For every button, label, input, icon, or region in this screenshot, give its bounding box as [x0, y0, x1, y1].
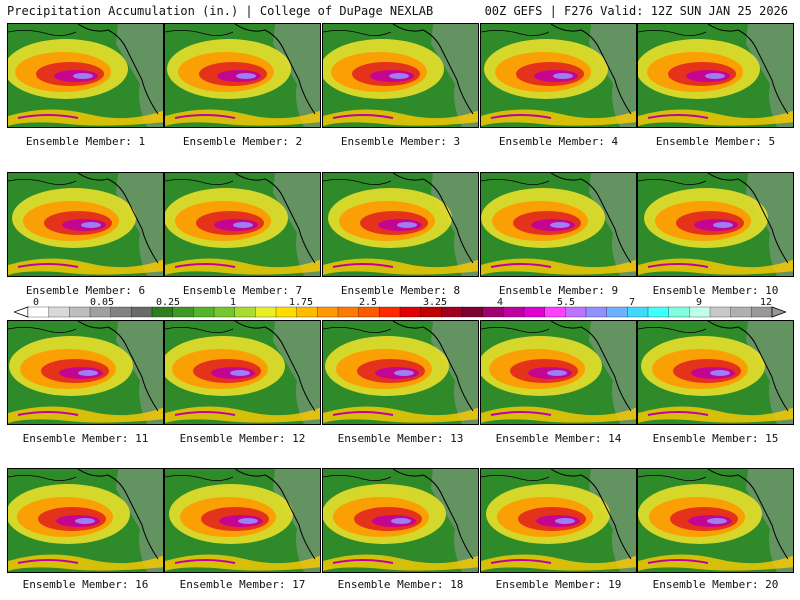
- colorbar-swatch: [730, 306, 752, 318]
- colorbar-swatch: [482, 306, 504, 318]
- colorbar-swatch: [399, 306, 422, 318]
- colorbar-tick-label: 3.25: [422, 297, 448, 308]
- member-caption-4: Ensemble Member: 4: [498, 135, 619, 148]
- colorbar-swatch: [606, 306, 628, 318]
- colorbar-swatch: [420, 306, 442, 318]
- colorbar-swatch: [503, 306, 525, 318]
- member-caption-5: Ensemble Member: 5: [655, 135, 776, 148]
- member-caption-16: Ensemble Member: 16: [22, 578, 149, 591]
- colorbar: 0 0.05 0.25 1 1.75 2.5 3.25 4 5.5 7 9 12: [14, 297, 786, 327]
- colorbar-swatch: [523, 306, 546, 318]
- colorbar-swatch: [627, 306, 649, 318]
- colorbar-swatch: [172, 306, 194, 318]
- member-caption-14: Ensemble Member: 14: [495, 432, 622, 445]
- colorbar-swatch: [48, 306, 70, 318]
- member-map-5: [637, 23, 794, 128]
- member-caption-11: Ensemble Member: 11: [22, 432, 149, 445]
- member-caption-20: Ensemble Member: 20: [652, 578, 779, 591]
- member-map-18: [322, 468, 479, 573]
- colorbar-tick-label: 5.5: [556, 297, 576, 308]
- colorbar-swatch: [131, 306, 153, 318]
- member-caption-13: Ensemble Member: 13: [337, 432, 464, 445]
- colorbar-tick-label: 4: [496, 297, 504, 308]
- colorbar-swatch: [317, 306, 339, 318]
- colorbar-swatch: [544, 306, 566, 318]
- member-caption-18: Ensemble Member: 18: [337, 578, 464, 591]
- colorbar-swatch: [668, 306, 690, 318]
- member-map-20: [637, 468, 794, 573]
- colorbar-swatch: [255, 306, 277, 318]
- colorbar-swatch: [358, 306, 380, 318]
- colorbar-swatch: [709, 306, 732, 318]
- member-map-15: [637, 320, 794, 425]
- header-title-left: Precipitation Accumulation (in.) | Colle…: [7, 4, 434, 18]
- member-map-17: [164, 468, 321, 573]
- colorbar-swatch: [234, 306, 256, 318]
- member-map-12: [164, 320, 321, 425]
- member-caption-12: Ensemble Member: 12: [179, 432, 306, 445]
- colorbar-tick-label: 1: [229, 297, 237, 308]
- member-caption-9: Ensemble Member: 9: [498, 284, 619, 297]
- member-map-14: [480, 320, 637, 425]
- member-map-6: [7, 172, 164, 277]
- member-map-7: [164, 172, 321, 277]
- member-map-2: [164, 23, 321, 128]
- member-map-10: [637, 172, 794, 277]
- colorbar-swatch: [213, 306, 236, 318]
- colorbar-swatch: [337, 306, 360, 318]
- colorbar-swatch: [441, 306, 463, 318]
- member-caption-6: Ensemble Member: 6: [25, 284, 146, 297]
- member-caption-3: Ensemble Member: 3: [340, 135, 461, 148]
- colorbar-swatch: [461, 306, 484, 318]
- member-map-3: [322, 23, 479, 128]
- colorbar-strip: [14, 306, 786, 318]
- colorbar-tick-label: 0.05: [89, 297, 115, 308]
- colorbar-swatch: [565, 306, 587, 318]
- colorbar-swatch: [69, 306, 91, 318]
- colorbar-swatch: [151, 306, 174, 318]
- colorbar-tick-label: 0.25: [155, 297, 181, 308]
- colorbar-swatch: [379, 306, 401, 318]
- colorbar-tick-label: 1.75: [288, 297, 314, 308]
- member-map-19: [480, 468, 637, 573]
- colorbar-swatch: [585, 306, 608, 318]
- member-map-11: [7, 320, 164, 425]
- colorbar-tick-label: 7: [628, 297, 636, 308]
- member-map-1: [7, 23, 164, 128]
- colorbar-tick-label: 0: [32, 297, 40, 308]
- member-caption-7: Ensemble Member: 7: [182, 284, 303, 297]
- colorbar-swatch: [751, 306, 773, 318]
- member-caption-2: Ensemble Member: 2: [182, 135, 303, 148]
- member-map-9: [480, 172, 637, 277]
- colorbar-right-arrow: [771, 306, 786, 318]
- member-map-4: [480, 23, 637, 128]
- member-map-13: [322, 320, 479, 425]
- colorbar-tick-label: 2.5: [358, 297, 378, 308]
- colorbar-swatch: [27, 306, 50, 318]
- colorbar-swatch: [89, 306, 112, 318]
- colorbar-left-arrow: [14, 306, 29, 318]
- colorbar-swatch: [110, 306, 132, 318]
- member-caption-15: Ensemble Member: 15: [652, 432, 779, 445]
- colorbar-swatch: [647, 306, 670, 318]
- header-title-right: 00Z GEFS | F276 Valid: 12Z SUN JAN 25 20…: [484, 4, 788, 18]
- member-caption-17: Ensemble Member: 17: [179, 578, 306, 591]
- colorbar-swatch: [689, 306, 711, 318]
- member-caption-1: Ensemble Member: 1: [25, 135, 146, 148]
- colorbar-tick-label: 9: [695, 297, 703, 308]
- member-caption-10: Ensemble Member: 10: [652, 284, 779, 297]
- colorbar-swatch: [275, 306, 298, 318]
- member-map-8: [322, 172, 479, 277]
- colorbar-swatch: [296, 306, 318, 318]
- member-caption-8: Ensemble Member: 8: [340, 284, 461, 297]
- colorbar-swatch: [193, 306, 215, 318]
- member-caption-19: Ensemble Member: 19: [495, 578, 622, 591]
- member-map-16: [7, 468, 164, 573]
- colorbar-tick-label: 12: [759, 297, 773, 308]
